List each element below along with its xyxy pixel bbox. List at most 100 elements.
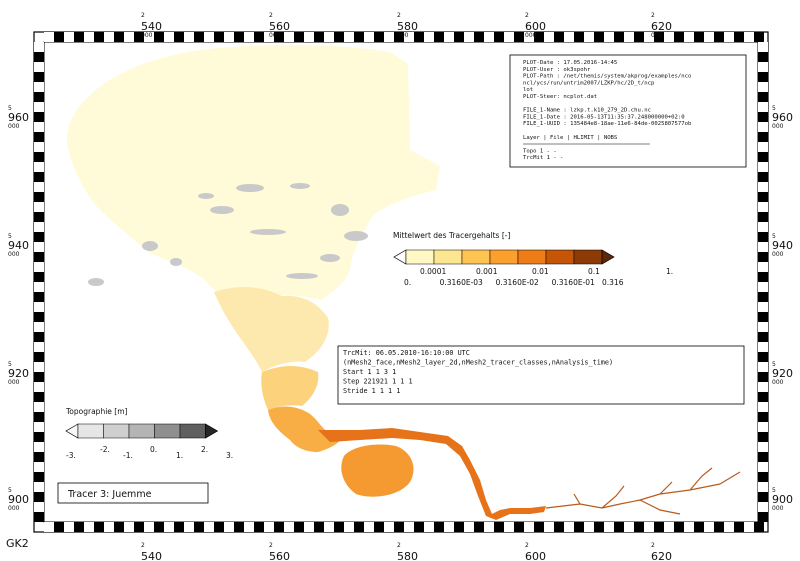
easting-value: 580 <box>397 550 418 561</box>
border-segment <box>34 352 44 362</box>
border-segment <box>674 32 684 42</box>
northing-prefix: 5 <box>772 105 776 112</box>
border-segment <box>134 522 144 532</box>
border-segment <box>758 292 768 302</box>
border-segment <box>714 522 724 532</box>
topography-patch <box>170 258 182 266</box>
border-segment <box>34 102 44 112</box>
border-segment <box>34 492 44 502</box>
border-segment <box>324 522 334 532</box>
border-segment <box>194 522 204 532</box>
border-segment <box>544 32 554 42</box>
border-segment <box>424 522 434 532</box>
border-segment <box>214 522 224 532</box>
border-segment <box>758 182 768 192</box>
northing-suffix: 000 <box>772 123 784 130</box>
time-info-box <box>337 345 745 405</box>
tracer-bar-cell <box>461 249 491 265</box>
northing-suffix: 000 <box>8 123 20 130</box>
border-segment <box>758 252 768 262</box>
topography-patch <box>198 193 214 199</box>
border-segment <box>34 122 44 132</box>
border-segment <box>554 32 564 42</box>
northing-prefix: 5 <box>772 361 776 368</box>
border-segment <box>644 522 654 532</box>
topography-patch <box>320 254 340 262</box>
lower-estuary <box>268 406 346 452</box>
time-info-line: Step 221921 1 1 1 <box>343 378 413 386</box>
easting-prefix: 2 <box>141 12 145 19</box>
upper-estuary <box>214 287 329 372</box>
border-segment <box>34 412 44 422</box>
easting-prefix: 2 <box>269 542 273 549</box>
border-segment <box>614 32 624 42</box>
northing-prefix: 5 <box>8 361 12 368</box>
border-segment <box>758 482 768 492</box>
tracer-label-bottom: 0.316 <box>602 278 624 287</box>
time-info-text: TrcMit: 06.05.2010-16:10:00 UTC (nMesh2_f… <box>343 349 613 395</box>
border-segment <box>574 32 584 42</box>
border-segment <box>264 32 274 42</box>
metadata-line: FILE_1-UUID : 135484e8-18ae-11e6-84de-00… <box>523 121 692 127</box>
metadata-box <box>509 54 747 168</box>
border-segment <box>274 522 284 532</box>
border-segment <box>164 32 174 42</box>
border-segment <box>44 522 54 532</box>
border-segment <box>758 412 768 422</box>
topo-bar-cell <box>179 423 206 439</box>
border-segment <box>758 192 768 202</box>
tracer-bar-cell <box>573 249 603 265</box>
border-segment <box>34 52 44 62</box>
border-segment <box>714 32 724 42</box>
northing-value: 920 <box>772 367 793 380</box>
border-segment <box>324 32 334 42</box>
border-segment <box>104 32 114 42</box>
border-segment <box>464 32 474 42</box>
border-segment <box>644 32 654 42</box>
border-segment <box>74 32 84 42</box>
border-segment <box>84 32 94 42</box>
border-segment <box>734 32 744 42</box>
easting-suffix: 000 <box>651 32 663 39</box>
border-segment <box>604 522 614 532</box>
border-segment <box>34 252 44 262</box>
easting-value: 540 <box>141 550 162 561</box>
border-segment <box>758 42 768 52</box>
border-segment <box>114 522 124 532</box>
border-segment <box>34 402 44 412</box>
border-segment <box>224 522 234 532</box>
border-segment <box>34 462 44 472</box>
border-segment <box>44 32 54 42</box>
checkered-border <box>34 32 768 532</box>
border-segment <box>758 172 768 182</box>
tracer-colorbar-labels: 0.0001 0.001 0.01 0.1 1. 0. 0.3160E-03 0.3160E-… <box>404 267 673 287</box>
border-segment <box>34 312 44 322</box>
border-segment <box>664 522 674 532</box>
border-segment <box>114 32 124 42</box>
border-segment <box>758 502 768 512</box>
border-segment <box>34 62 44 72</box>
border-segment <box>754 32 764 42</box>
border-segment <box>604 32 614 42</box>
border-segment <box>494 522 504 532</box>
border-segment <box>758 492 768 502</box>
border-segment <box>724 32 734 42</box>
border-segment <box>758 382 768 392</box>
border-segment <box>64 32 74 42</box>
border-segment <box>374 522 384 532</box>
border-segment <box>594 32 604 42</box>
border-segment <box>744 522 754 532</box>
border-segment <box>34 472 44 482</box>
topo-label: -3. <box>66 451 76 460</box>
border-segment <box>754 522 764 532</box>
border-segment <box>434 522 444 532</box>
tracer-label-box <box>57 482 209 504</box>
tracer-label-bottom: 0.3160E-03 <box>440 278 483 287</box>
easting-value: 620 <box>651 20 672 33</box>
border-segment <box>758 392 768 402</box>
border-segment <box>384 522 394 532</box>
border-segment <box>514 32 524 42</box>
